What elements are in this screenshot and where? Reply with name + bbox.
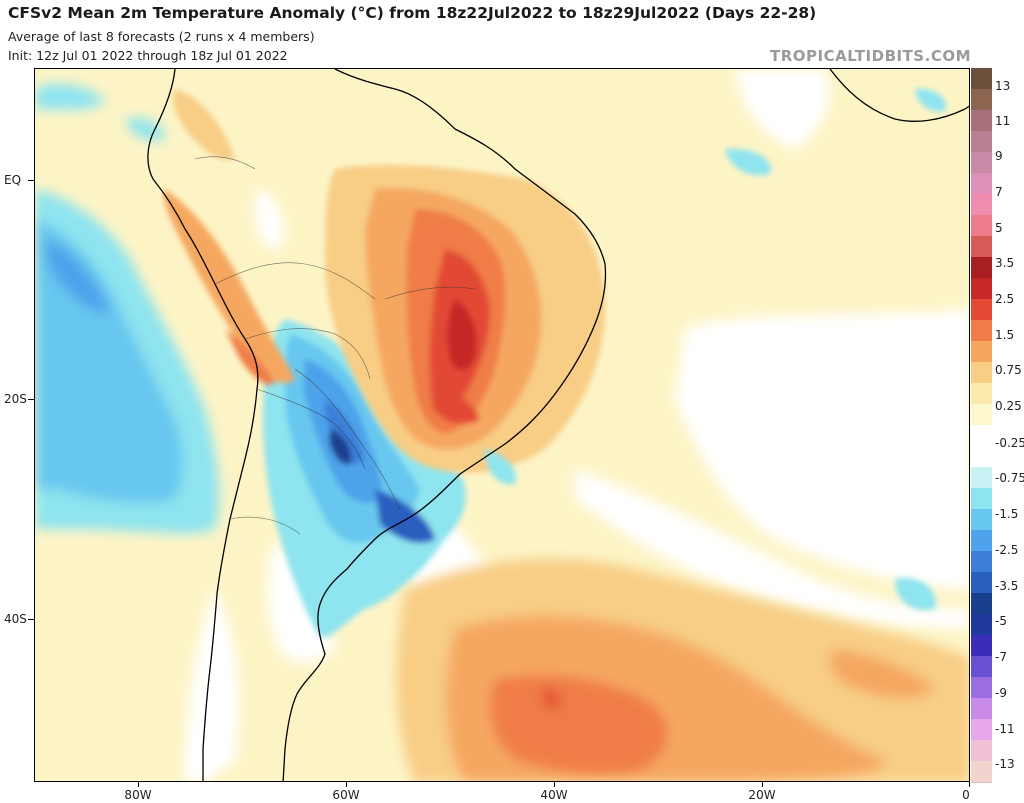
colorbar-label: 0.25 (995, 399, 1022, 413)
lat-tick-40s (28, 619, 34, 620)
colorbar-segment (971, 509, 992, 531)
colorbar-segment (971, 215, 992, 237)
lon-label-60w: 60W (332, 788, 360, 802)
colorbar-label: 3.5 (995, 256, 1015, 270)
lat-tick-eq (28, 180, 34, 181)
colorbar-segment (971, 362, 992, 384)
colorbar-label: -9 (995, 686, 1007, 700)
colorbar-segment (971, 488, 992, 510)
colorbar-segment (971, 194, 992, 216)
lat-label-40s: 40S (4, 612, 27, 626)
colorbar-segment (971, 698, 992, 720)
map-subtitle-forecasts: Average of last 8 forecasts (2 runs x 4 … (8, 29, 315, 44)
lon-label-20w: 20W (748, 788, 776, 802)
colorbar-segment (971, 740, 992, 762)
colorbar-label: 7 (995, 185, 1003, 199)
lon-tick-20w (762, 782, 763, 787)
colorbar-segment (971, 173, 992, 195)
lon-tick-0 (969, 782, 970, 787)
colorbar-segment (971, 404, 992, 426)
colorbar-label: -5 (995, 614, 1007, 628)
colorbar-segment (971, 635, 992, 657)
lon-tick-80w (138, 782, 139, 787)
lat-label-20s: 20S (4, 392, 27, 406)
lon-tick-40w (554, 782, 555, 787)
colorbar-segment (971, 131, 992, 153)
colorbar-segment (971, 425, 992, 447)
colorbar-segment (971, 467, 992, 489)
colorbar-label: -11 (995, 722, 1015, 736)
lon-tick-60w (346, 782, 347, 787)
anomaly-map (34, 68, 970, 782)
colorbar-segment (971, 110, 992, 132)
colorbar-label: -13 (995, 757, 1015, 771)
colorbar-label: 0.75 (995, 363, 1022, 377)
colorbar-segment (971, 383, 992, 405)
colorbar-segment (971, 278, 992, 300)
colorbar-label: -2.5 (995, 543, 1019, 557)
colorbar-segment (971, 572, 992, 594)
colorbar-segment (971, 761, 992, 783)
colorbar-label: 5 (995, 221, 1003, 235)
cool-anomaly-patches (485, 88, 946, 611)
lon-label-80w: 80W (124, 788, 152, 802)
colorbar-label: 11 (995, 114, 1011, 128)
colorbar-segment (971, 89, 992, 111)
lon-label-0: 0 (962, 788, 970, 802)
warm-anomaly-andes (163, 89, 295, 385)
lat-tick-20s (28, 399, 34, 400)
colorbar-label: -0.75 (995, 471, 1024, 485)
colorbar-segment (971, 257, 992, 279)
warm-anomaly-brazil (325, 164, 605, 473)
lon-label-40w: 40W (540, 788, 568, 802)
coastlines (147, 69, 969, 781)
warm-anomaly-south-atlantic (396, 558, 969, 781)
colorbar-label: 13 (995, 79, 1011, 93)
cool-anomaly-pacific (35, 83, 220, 534)
colorbar-label: -1.5 (995, 507, 1019, 521)
colorbar-segment (971, 719, 992, 741)
cool-anomaly-continent (263, 319, 466, 638)
lat-label-eq: EQ (4, 173, 22, 187)
colorbar-label: 1.5 (995, 328, 1015, 342)
colorbar (971, 68, 992, 783)
colorbar-segment (971, 593, 992, 615)
colorbar-label: -7 (995, 650, 1007, 664)
colorbar-segment (971, 530, 992, 552)
anomaly-map-canvas (35, 69, 969, 781)
colorbar-segment (971, 299, 992, 321)
map-title: CFSv2 Mean 2m Temperature Anomaly (°C) f… (8, 4, 817, 22)
colorbar-segment (971, 446, 992, 468)
colorbar-label: 2.5 (995, 292, 1015, 306)
colorbar-segment (971, 551, 992, 573)
colorbar-segment (971, 677, 992, 699)
brand-watermark: TROPICALTIDBITS.COM (770, 47, 971, 65)
colorbar-segment (971, 320, 992, 342)
map-subtitle-init: Init: 12z Jul 01 2022 through 18z Jul 01… (8, 48, 288, 63)
country-borders (194, 156, 476, 535)
colorbar-segment (971, 614, 992, 636)
colorbar-label: -3.5 (995, 579, 1019, 593)
colorbar-segment (971, 656, 992, 678)
colorbar-segment (971, 236, 992, 258)
colorbar-label: 9 (995, 149, 1003, 163)
colorbar-segment (971, 152, 992, 174)
colorbar-segment (971, 341, 992, 363)
colorbar-label: -0.25 (995, 436, 1024, 450)
colorbar-segment (971, 68, 992, 90)
